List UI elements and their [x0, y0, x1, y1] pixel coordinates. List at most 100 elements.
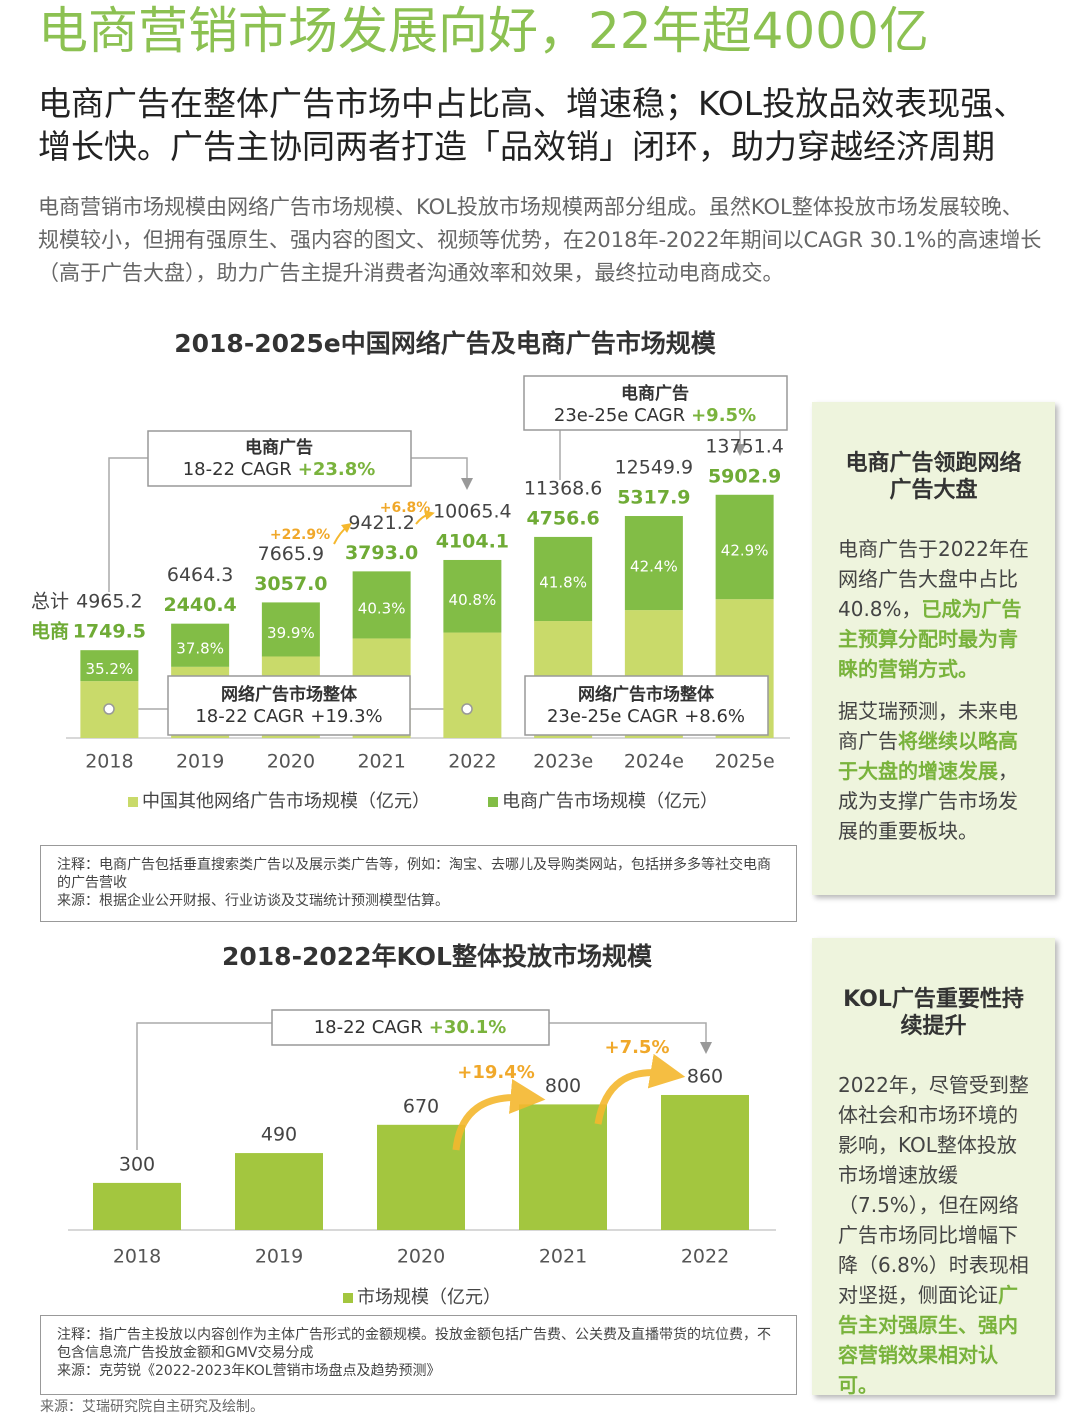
x-tick-label: 2022 — [448, 751, 496, 773]
paragraph: 电商广告于2022年在网络广告大盘中占比40.8%，已成为广告主预算分配时最为青… — [838, 534, 1035, 684]
x-tick-label: 2018 — [113, 1246, 161, 1268]
connector — [549, 1022, 712, 1054]
bar — [377, 1124, 465, 1230]
text: 2022年，尽管受到整体社会和市场环境的影响，KOL整体投放市场增速放缓（7.5… — [838, 1073, 1029, 1307]
legend-swatch — [488, 797, 498, 807]
footer: 来源：艾瑞研究院自主研究及绘制。 — [40, 1399, 264, 1415]
growth-arrow — [594, 1053, 686, 1125]
share-label: 35.2% — [86, 660, 134, 678]
bar-segment — [352, 571, 411, 639]
x-tick-label: 2020 — [267, 751, 315, 773]
cagr-label: 23e-25e CAGR — [547, 706, 678, 727]
bar-segment — [261, 602, 320, 657]
connector — [411, 457, 473, 490]
total-label: 13751.4 — [705, 435, 784, 457]
notes: 注释：指广告主投放以内容创作为主体广告形式的金额规模。投放金额包括广告费、公关费… — [40, 1315, 797, 1395]
series-prefix: 电商 — [31, 620, 69, 643]
cagr-text: 18-22 CAGR +23.8% — [183, 459, 376, 480]
growth-label: +6.8% — [380, 500, 431, 516]
bar-segment — [171, 623, 230, 667]
share-label: 42.4% — [630, 558, 678, 576]
x-tick-label: 2022 — [681, 1246, 729, 1268]
cagr-box — [167, 675, 411, 736]
legend-swatch — [128, 797, 138, 807]
share-label: 39.9% — [267, 624, 315, 642]
growth-label: +19.4% — [457, 1062, 535, 1083]
sidebar: 电商广告领跑网络广告大盘 电商广告于2022年在网络广告大盘中占比40.8%，已… — [812, 402, 1055, 895]
value-label: 4104.1 — [436, 530, 509, 552]
bar-segment — [534, 536, 593, 622]
x-tick-label: 2025e — [715, 751, 775, 773]
cagr-value: +9.5% — [691, 405, 756, 426]
x-tick-label: 2018 — [85, 751, 133, 773]
x-tick-label: 2019 — [255, 1246, 303, 1268]
cagr-title: 网络广告市场整体 — [221, 684, 358, 705]
legend-label: 电商广告市场规模（亿元） — [502, 791, 718, 812]
value-label: 3793.0 — [345, 542, 418, 564]
bar — [93, 1182, 181, 1230]
x-tick-label: 2020 — [397, 1246, 445, 1268]
cagr-label: 23e-25e CAGR — [554, 405, 685, 426]
text: 电商广告于2022年在网络广告大盘中占比40.8%， — [838, 537, 1029, 621]
value-label: 300 — [119, 1153, 155, 1175]
growth-arrow — [452, 1078, 546, 1151]
cagr-value: +19.3% — [310, 706, 382, 727]
chart-title: 2018-2025e中国网络广告及电商广告市场规模 — [174, 329, 716, 358]
bar-segment — [443, 559, 502, 633]
cagr-value: +30.1% — [429, 1017, 507, 1038]
share-label: 41.8% — [539, 573, 587, 591]
total-label: 6464.3 — [167, 564, 233, 586]
cagr-text: 18-22 CAGR +19.3% — [195, 706, 382, 727]
connector — [108, 457, 148, 592]
value-label: 490 — [261, 1124, 297, 1146]
paragraph: 据艾瑞预测，未来电商广告将继续以略高于大盘的增速发展，成为支撑广告市场发展的重要… — [838, 696, 1035, 846]
cagr-box — [147, 430, 412, 487]
legend-swatch — [343, 1293, 353, 1303]
cagr-value: +8.6% — [684, 706, 745, 727]
chart-body: 2018 300 2019 490 2020 670 2021 800 2022 860 市场规模（… — [68, 1065, 776, 1308]
total-label: 9421.2 — [348, 512, 414, 534]
growth-label: +7.5% — [604, 1037, 669, 1058]
note: 注释：电商广告包括垂直搜索类广告以及展示类广告等，例如：淘宝、去哪儿及导购类网站… — [57, 857, 771, 891]
value-label: 670 — [403, 1095, 439, 1117]
cagr-text: 18-22 CAGR +30.1% — [314, 1017, 507, 1038]
bar-segment — [443, 632, 502, 738]
highlight: 将继续以略高于大盘的增速发展 — [838, 729, 1018, 783]
total-label: 11368.6 — [524, 477, 603, 499]
share-label: 37.8% — [176, 640, 224, 658]
source: 来源：根据企业公开财报、行业访谈及艾瑞统计预测模型估算。 — [57, 893, 449, 909]
x-tick-label: 2023e — [533, 751, 593, 773]
charts: 2018-2025e中国网络广告及电商广告市场规模 2018 35.2% 4965.… — [31, 329, 790, 1308]
value-label: 5317.9 — [617, 487, 690, 509]
bar-segment — [80, 650, 139, 682]
cagr-title: 电商广告 — [621, 383, 689, 404]
bar-segment — [715, 494, 774, 600]
value-label: 3057.0 — [254, 573, 327, 595]
connector-end — [461, 703, 473, 715]
cagr-label: 18-22 CAGR — [314, 1017, 423, 1038]
text: 据艾瑞预测，未来电商广告 — [838, 699, 1018, 753]
x-tick-label: 2021 — [357, 751, 405, 773]
paragraph: 2022年，尽管受到整体社会和市场环境的影响，KOL整体投放市场增速放缓（7.5… — [838, 1070, 1035, 1400]
highlight: 已成为广告主预算分配时最为青睐的营销方式。 — [838, 597, 1022, 681]
cagr-box — [271, 1009, 550, 1046]
total-label: 10065.4 — [433, 500, 512, 522]
x-tick-label: 2021 — [539, 1246, 587, 1268]
subtitle: 电商广告在整体广告市场中占比高、增速稳；KOL投放品效表现强、增长快。广告主协同… — [38, 84, 1027, 166]
value-label: 4756.6 — [526, 507, 599, 529]
share-label: 40.8% — [449, 591, 497, 609]
legend-label: 市场规模（亿元） — [357, 1287, 501, 1308]
bar — [235, 1153, 323, 1230]
cagr-label: 18-22 CAGR — [183, 459, 292, 480]
x-tick-label: 2019 — [176, 751, 224, 773]
bar — [661, 1094, 749, 1230]
total-prefix: 总计 — [31, 591, 69, 613]
chart-title: 2018-2022年KOL整体投放市场规模 — [222, 942, 653, 971]
highlight: 广告主对强原生、强内容营销效果相对认可。 — [838, 1283, 1018, 1397]
source: 来源：克劳锐《2022-2023年KOL营销市场盘点及趋势预测》 — [57, 1363, 441, 1379]
cagr-title: 电商广告 — [245, 437, 313, 458]
cagr-label: 18-22 CAGR — [195, 706, 304, 727]
bar-segment — [624, 516, 683, 611]
sidebar: KOL广告重要性持续提升 2022年，尽管受到整体社会和市场环境的影响，KOL整… — [812, 938, 1055, 1397]
